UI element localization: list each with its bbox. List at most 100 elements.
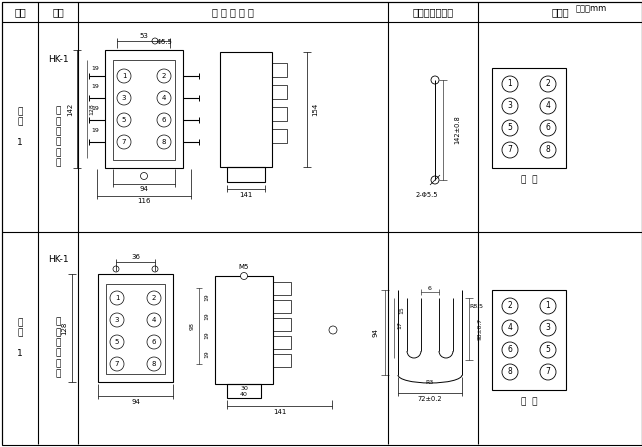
Bar <box>227 384 261 398</box>
Text: 6: 6 <box>546 123 550 132</box>
Bar <box>215 276 273 384</box>
Text: 5: 5 <box>546 346 550 354</box>
Bar <box>220 52 272 167</box>
Circle shape <box>241 273 248 279</box>
Text: 7: 7 <box>122 139 126 145</box>
Circle shape <box>540 364 556 380</box>
Circle shape <box>110 313 124 327</box>
Text: 94: 94 <box>373 328 379 337</box>
Text: 6: 6 <box>428 286 432 291</box>
Bar <box>105 50 183 168</box>
Text: 3: 3 <box>115 317 119 323</box>
Text: 19: 19 <box>205 313 209 320</box>
Text: 19: 19 <box>91 106 99 111</box>
Text: 19: 19 <box>91 128 99 134</box>
Text: 5: 5 <box>122 117 126 123</box>
Circle shape <box>147 357 161 371</box>
Text: 19: 19 <box>205 294 209 301</box>
Text: 端子图: 端子图 <box>551 7 569 17</box>
Circle shape <box>110 357 124 371</box>
Bar <box>273 336 291 349</box>
Text: 凸
出
式
后
接
线: 凸 出 式 后 接 线 <box>55 317 61 379</box>
Text: 结构: 结构 <box>52 7 64 17</box>
Text: 98: 98 <box>189 322 195 330</box>
Text: 15: 15 <box>399 306 404 314</box>
Circle shape <box>502 98 518 114</box>
Text: 141: 141 <box>239 192 253 198</box>
Text: 1: 1 <box>122 73 126 79</box>
Text: 142: 142 <box>67 102 73 116</box>
Circle shape <box>141 173 148 180</box>
Circle shape <box>329 326 337 334</box>
Bar <box>492 68 566 168</box>
Text: 8: 8 <box>152 361 156 367</box>
Circle shape <box>540 98 556 114</box>
Text: HK-1: HK-1 <box>48 256 68 265</box>
Bar <box>113 60 175 160</box>
Text: 8: 8 <box>162 139 166 145</box>
Circle shape <box>157 135 171 149</box>
Circle shape <box>117 113 131 127</box>
Text: 1: 1 <box>546 301 550 311</box>
Text: 6: 6 <box>508 346 512 354</box>
Text: 19: 19 <box>205 351 209 358</box>
Text: 17: 17 <box>397 321 403 329</box>
Bar <box>273 300 291 313</box>
Text: 1: 1 <box>508 80 512 89</box>
Circle shape <box>117 91 131 105</box>
Text: 4: 4 <box>162 95 166 101</box>
Text: Φ5.5: Φ5.5 <box>157 39 173 45</box>
Text: 2: 2 <box>152 295 156 301</box>
Bar <box>273 282 291 295</box>
Text: 5: 5 <box>115 339 119 345</box>
Text: 单位：mm: 单位：mm <box>576 4 607 13</box>
Text: 6: 6 <box>162 117 166 123</box>
Circle shape <box>113 266 119 272</box>
Text: 2: 2 <box>546 80 550 89</box>
Text: 安装开孔尺寸图: 安装开孔尺寸图 <box>412 7 453 17</box>
Circle shape <box>147 291 161 305</box>
Bar <box>272 63 287 77</box>
Circle shape <box>431 176 439 184</box>
Text: 2-Φ5.5: 2-Φ5.5 <box>416 192 438 198</box>
Text: 6: 6 <box>152 339 156 345</box>
Circle shape <box>147 335 161 349</box>
Text: 142±0.8: 142±0.8 <box>454 116 460 144</box>
Text: 94: 94 <box>139 186 148 192</box>
Circle shape <box>502 298 518 314</box>
Circle shape <box>540 342 556 358</box>
Text: 19: 19 <box>91 66 99 71</box>
Text: 8: 8 <box>546 146 550 155</box>
Text: 凸
出
式
前
接
线: 凸 出 式 前 接 线 <box>55 106 61 168</box>
Text: 72±0.2: 72±0.2 <box>418 396 442 402</box>
Text: 3: 3 <box>508 101 512 110</box>
Text: 图号: 图号 <box>14 7 26 17</box>
Text: 4: 4 <box>152 317 156 323</box>
Bar <box>227 167 265 182</box>
Text: 附
图

1: 附 图 1 <box>17 107 23 147</box>
Circle shape <box>157 69 171 83</box>
Text: 116: 116 <box>137 198 151 204</box>
Circle shape <box>502 76 518 92</box>
Text: 7: 7 <box>546 367 550 376</box>
Bar <box>106 284 165 374</box>
Circle shape <box>502 364 518 380</box>
Circle shape <box>540 320 556 336</box>
Circle shape <box>110 291 124 305</box>
Text: 141: 141 <box>273 409 286 415</box>
Text: 附
图

1: 附 图 1 <box>17 318 23 358</box>
Bar <box>98 274 173 382</box>
Circle shape <box>540 298 556 314</box>
Text: 2: 2 <box>508 301 512 311</box>
Text: 背  视: 背 视 <box>521 397 537 406</box>
Circle shape <box>502 320 518 336</box>
Circle shape <box>152 266 158 272</box>
Text: 5: 5 <box>508 123 512 132</box>
Text: 4: 4 <box>508 324 512 333</box>
Circle shape <box>157 91 171 105</box>
Circle shape <box>540 120 556 136</box>
Text: R3: R3 <box>426 380 434 385</box>
Circle shape <box>117 69 131 83</box>
Text: 128: 128 <box>61 321 67 335</box>
Bar <box>273 354 291 367</box>
